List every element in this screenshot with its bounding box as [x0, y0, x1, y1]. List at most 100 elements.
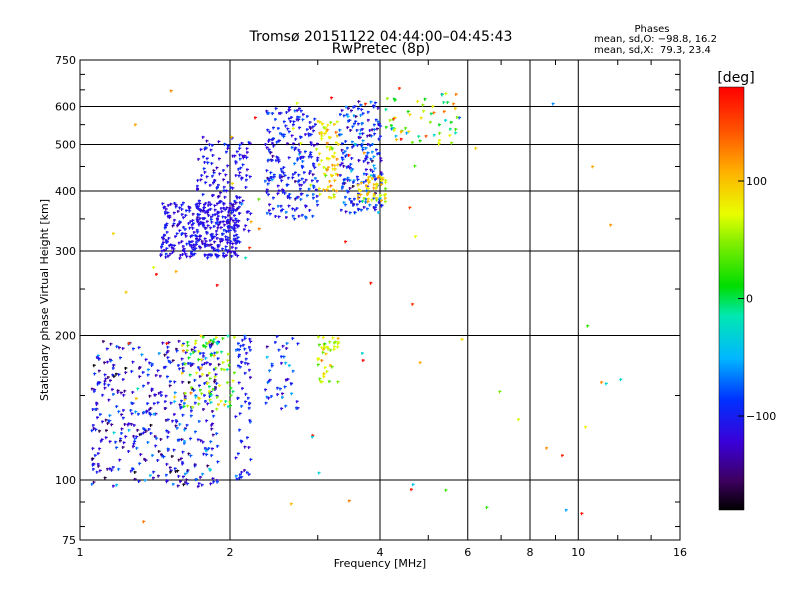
data-point — [245, 471, 249, 475]
x-tick-label: 4 — [377, 546, 384, 559]
data-point — [266, 182, 270, 186]
data-point — [101, 420, 105, 424]
data-point — [291, 369, 295, 373]
data-point — [313, 117, 317, 121]
data-point — [366, 151, 370, 155]
data-point — [353, 142, 357, 146]
data-point — [234, 174, 238, 178]
data-point — [103, 361, 107, 365]
data-point — [352, 180, 356, 184]
data-point — [320, 359, 324, 363]
data-point — [205, 139, 209, 143]
data-point — [231, 242, 235, 246]
data-point — [215, 186, 219, 190]
data-point — [145, 409, 149, 413]
data-point — [245, 351, 249, 355]
data-point — [325, 157, 329, 161]
data-point — [424, 134, 428, 138]
data-point — [165, 479, 169, 483]
data-point — [244, 361, 248, 365]
data-point — [202, 354, 206, 358]
data-point — [411, 302, 415, 306]
data-point — [185, 209, 189, 213]
data-point — [153, 393, 157, 397]
data-point — [330, 146, 334, 150]
data-point — [217, 254, 221, 258]
data-point — [201, 335, 205, 339]
data-point — [238, 143, 242, 147]
data-point — [246, 362, 250, 366]
data-point — [316, 142, 320, 146]
data-point — [172, 211, 176, 215]
data-point — [178, 367, 182, 371]
data-point — [393, 127, 397, 131]
data-point — [238, 171, 242, 175]
data-point — [160, 453, 164, 457]
data-point — [333, 345, 337, 349]
data-point — [349, 109, 353, 113]
data-point — [298, 126, 302, 130]
data-point — [228, 207, 232, 211]
data-point — [336, 342, 340, 346]
data-point — [234, 217, 238, 221]
data-point — [330, 96, 334, 100]
data-point — [371, 128, 375, 132]
data-point — [181, 475, 185, 479]
data-point — [144, 358, 148, 362]
data-point — [164, 252, 168, 256]
data-point — [119, 437, 123, 441]
data-point — [181, 369, 185, 373]
data-point — [293, 217, 297, 221]
data-point — [198, 238, 202, 242]
data-point — [211, 388, 215, 392]
data-point — [222, 202, 226, 206]
data-point — [172, 247, 176, 251]
data-point — [213, 375, 217, 379]
data-point — [362, 180, 366, 184]
data-point — [222, 169, 226, 173]
data-point — [317, 471, 321, 475]
data-point — [199, 366, 203, 370]
x-tick-label: 1 — [77, 546, 84, 559]
data-point — [336, 345, 340, 349]
data-point — [197, 213, 201, 217]
data-point — [604, 382, 608, 386]
data-point — [197, 157, 201, 161]
data-point — [269, 171, 273, 175]
data-point — [312, 196, 316, 200]
data-point — [175, 347, 179, 351]
data-point — [276, 127, 280, 131]
data-point — [226, 334, 230, 338]
data-point — [413, 164, 417, 168]
data-point — [196, 239, 200, 243]
data-point — [194, 430, 198, 434]
data-point — [151, 454, 155, 458]
data-point — [209, 345, 213, 349]
data-point — [276, 393, 280, 397]
data-point — [307, 132, 311, 136]
data-point — [267, 148, 271, 152]
data-point — [223, 255, 227, 259]
data-point — [200, 222, 204, 226]
data-point — [309, 127, 313, 131]
data-point — [249, 458, 253, 462]
data-point — [234, 474, 238, 478]
data-point — [325, 370, 329, 374]
data-point — [111, 373, 115, 377]
data-point — [162, 237, 166, 241]
data-point — [267, 380, 271, 384]
data-point — [315, 179, 319, 183]
data-point — [106, 360, 110, 364]
data-point — [200, 358, 204, 362]
data-point — [305, 115, 309, 119]
data-point — [91, 423, 95, 427]
stats-line-x: mean, sd,X: 79.3, 23.4 — [594, 45, 711, 56]
data-point — [228, 202, 232, 206]
data-point — [174, 235, 178, 239]
data-point — [339, 208, 343, 212]
data-point — [194, 247, 198, 251]
data-point — [213, 380, 217, 384]
data-point — [201, 135, 205, 139]
data-point — [106, 375, 110, 379]
data-point — [377, 174, 381, 178]
